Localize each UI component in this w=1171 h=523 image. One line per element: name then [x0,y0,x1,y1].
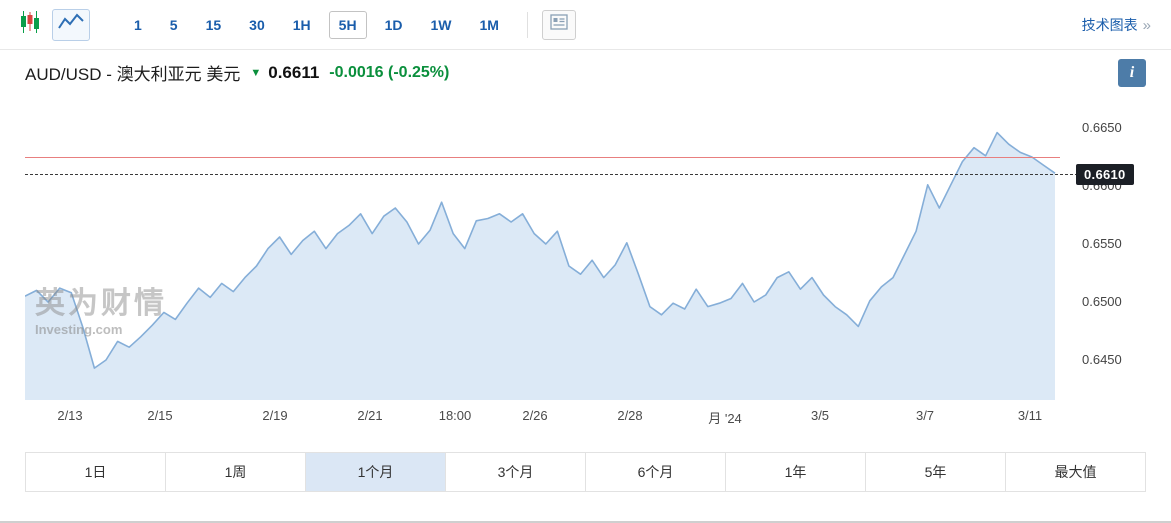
alert-level-line [25,157,1060,158]
candlestick-chart-button[interactable] [20,9,40,40]
y-axis-tick: 0.6450 [1082,352,1122,367]
timeframe-30[interactable]: 30 [249,16,265,33]
price-area-chart[interactable] [25,95,1060,400]
x-axis-tick: 2/28 [617,408,643,423]
x-axis-tick: 2/15 [147,408,173,423]
range-1y[interactable]: 1年 [725,452,866,492]
timeframe-15[interactable]: 15 [205,16,222,33]
last-price: 0.6611 [268,62,320,82]
current-price-dashed-line [25,174,1133,175]
y-axis-tick: 0.6500 [1082,294,1122,309]
timeframe-5[interactable]: 5 [169,16,178,33]
news-panel-button[interactable] [541,9,576,40]
range-1d[interactable]: 1日 [25,452,166,492]
info-button[interactable]: i [1118,58,1146,87]
x-axis-tick: 2/19 [262,408,288,423]
timeframe-1d[interactable]: 1D [384,16,403,33]
line-chart-button[interactable] [52,8,90,41]
x-axis-tick: 3/11 [1017,408,1043,423]
candlestick-chart-icon [20,9,40,40]
range-1w[interactable]: 1周 [165,452,306,492]
line-chart-icon [57,12,85,37]
double-chevron-right-icon: » [1142,16,1151,34]
x-axis-tick: 2/13 [57,408,83,423]
x-axis-tick: 3/5 [810,408,830,423]
current-price-tag: 0.6610 [1076,164,1134,185]
x-axis-tick: 2/26 [522,408,548,423]
x-axis-tick: 3/7 [915,408,935,423]
y-axis-tick: 0.6550 [1082,236,1122,251]
range-3m[interactable]: 3个月 [445,452,586,492]
range-5y[interactable]: 5年 [865,452,1006,492]
price-down-triangle-icon: ▼ [250,66,262,79]
timeframe-1h[interactable]: 1H [292,16,311,33]
toolbar-divider [526,11,528,38]
news-list-icon [550,13,568,36]
timeframe-5h[interactable]: 5H [328,10,367,39]
range-1m[interactable]: 1个月 [305,452,446,492]
technical-charts-link[interactable]: 技术图表» [1082,15,1151,35]
technical-charts-label: 技术图表 [1081,16,1138,33]
x-axis: 2/13 2/15 2/19 2/21 18:00 2/26 2/28 月 '2… [0,400,1171,432]
timeframe-1[interactable]: 1 [134,16,142,33]
range-max[interactable]: 最大值 [1005,452,1146,492]
timeframe-1w[interactable]: 1W [430,16,452,33]
range-6m[interactable]: 6个月 [585,452,726,492]
x-axis-tick: 月 '24 [708,411,742,426]
price-change: -0.0016 (-0.25%) [329,63,450,81]
chart-toolbar: 1 5 15 30 1H 5H 1D 1W 1M 技术图表» [0,0,1171,50]
y-axis-tick: 0.6650 [1082,120,1122,135]
price-chart-area: 英为财情 Investing.com 0.6610 0.6650 0.6600 … [0,95,1171,400]
instrument-header: AUD/USD - 澳大利亚元 美元 ▼ 0.6611 -0.0016 (-0.… [0,50,1171,95]
x-axis-tick: 18:00 [438,408,472,423]
timeframe-1m[interactable]: 1M [479,16,499,33]
x-axis-tick: 2/21 [357,408,383,423]
range-selector: 1日 1周 1个月 3个月 6个月 1年 5年 最大值 [25,452,1146,492]
instrument-title: AUD/USD - 澳大利亚元 美元 [25,65,241,84]
